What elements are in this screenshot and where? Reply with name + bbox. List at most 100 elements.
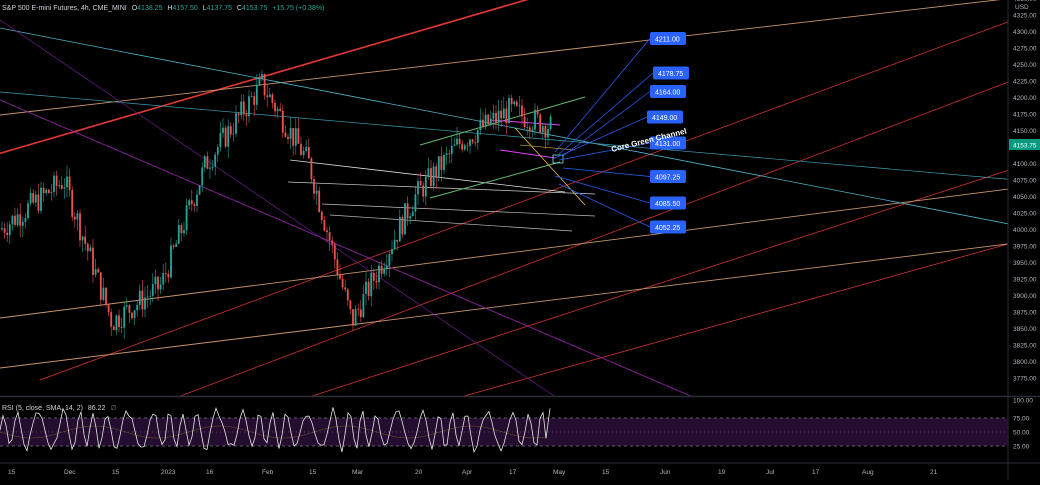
target-connector bbox=[562, 91, 651, 157]
candle bbox=[219, 121, 222, 152]
candle bbox=[222, 118, 224, 138]
price-axis[interactable]: 4350.00 4325.00 4300.00 4275.00 4250.00 4225.… bbox=[1013, 0, 1037, 383]
candle bbox=[500, 100, 503, 127]
candle-series[interactable] bbox=[1, 69, 552, 339]
price-target-tag[interactable]: 4131.00 bbox=[650, 136, 686, 150]
price-target-tag[interactable]: 4211.00 bbox=[650, 32, 686, 45]
rsi-pane[interactable] bbox=[0, 406, 1008, 454]
price-tick: 4275.00 bbox=[1013, 46, 1037, 53]
candle bbox=[515, 100, 518, 108]
candle bbox=[34, 190, 37, 207]
candle bbox=[357, 303, 360, 317]
candle bbox=[396, 239, 399, 251]
candle bbox=[89, 244, 92, 252]
price-target-label: 4052.25 bbox=[655, 225, 680, 232]
purple-trendline[interactable] bbox=[0, 19, 560, 400]
candle bbox=[450, 136, 453, 163]
orange-trendline[interactable] bbox=[0, 185, 1040, 319]
time-tick: 17 bbox=[509, 469, 517, 476]
candle bbox=[378, 261, 380, 290]
candle bbox=[297, 117, 300, 145]
purple-trendline[interactable] bbox=[0, 99, 700, 400]
price-tick: 4075.00 bbox=[1013, 178, 1037, 185]
candle bbox=[105, 287, 107, 308]
magenta-line[interactable] bbox=[499, 149, 556, 159]
candle bbox=[8, 220, 11, 245]
candle bbox=[461, 139, 464, 153]
candle bbox=[276, 106, 279, 119]
candle bbox=[214, 151, 217, 176]
price-target-tag[interactable]: 4052.25 bbox=[650, 220, 686, 234]
candle bbox=[45, 188, 48, 196]
white-channel-line[interactable] bbox=[321, 203, 596, 217]
candle bbox=[151, 273, 154, 303]
candle bbox=[102, 277, 105, 302]
white-channel-line[interactable] bbox=[329, 214, 573, 232]
candle bbox=[125, 297, 128, 310]
candle bbox=[279, 102, 282, 112]
last-price-value: 4153.75 bbox=[1013, 143, 1037, 150]
orange-trendline[interactable] bbox=[0, 240, 1040, 369]
candle bbox=[32, 189, 35, 205]
candle bbox=[466, 142, 469, 152]
price-target-layer[interactable]: 4211.00 4178.75 4164.00 4149.00 4131.00 4097.… bbox=[554, 32, 689, 234]
red-trendline[interactable] bbox=[0, 0, 560, 165]
candle bbox=[71, 186, 74, 222]
yellow-line[interactable] bbox=[514, 127, 586, 206]
candle bbox=[281, 104, 284, 138]
candle bbox=[302, 146, 305, 159]
candle bbox=[84, 226, 87, 251]
yellow-line[interactable] bbox=[519, 144, 576, 151]
red-trendline[interactable] bbox=[170, 70, 1040, 400]
symbol-header: S&P 500 E-mini Futures, 4h, CME_MINI O41… bbox=[2, 5, 324, 12]
green-channel-line[interactable] bbox=[429, 161, 561, 199]
rsi-axis[interactable]: 100.00 75.00 50.00 25.00 bbox=[1013, 398, 1033, 451]
candle bbox=[203, 154, 206, 173]
high-label: H bbox=[167, 5, 172, 12]
time-tick: 15 bbox=[309, 469, 317, 476]
price-tick: 4100.00 bbox=[1013, 161, 1037, 168]
candle bbox=[411, 205, 414, 217]
candle bbox=[341, 273, 344, 291]
candle bbox=[440, 146, 443, 182]
white-channel-line[interactable] bbox=[287, 181, 596, 195]
candle bbox=[349, 299, 352, 314]
time-tick: 15 bbox=[112, 469, 120, 476]
price-target-tag[interactable]: 4085.50 bbox=[650, 196, 686, 210]
orange-trendline[interactable] bbox=[0, 0, 1040, 116]
cyan-trendline[interactable] bbox=[0, 27, 1040, 230]
red-trendline[interactable] bbox=[300, 160, 1040, 400]
candle bbox=[430, 160, 432, 190]
cyan-trendline[interactable] bbox=[0, 91, 1040, 182]
candle bbox=[261, 69, 263, 82]
price-target-label: 4097.25 bbox=[655, 175, 680, 182]
red-trendline[interactable] bbox=[450, 235, 1040, 400]
price-target-label: 4178.75 bbox=[658, 71, 683, 78]
red-trendline[interactable] bbox=[39, 10, 1040, 381]
candle bbox=[354, 304, 357, 326]
candle bbox=[81, 235, 84, 253]
price-target-tag[interactable]: 4178.75 bbox=[653, 66, 689, 80]
candle bbox=[547, 124, 549, 146]
rsi-tick: 25.00 bbox=[1013, 444, 1030, 451]
candle bbox=[417, 177, 419, 205]
candle bbox=[476, 129, 479, 150]
candle bbox=[141, 279, 144, 318]
price-target-tag[interactable]: 4164.00 bbox=[650, 85, 686, 98]
rsi-tick: 100.00 bbox=[1013, 398, 1033, 405]
candle bbox=[120, 318, 123, 334]
open-label: O bbox=[132, 5, 138, 12]
candle bbox=[320, 210, 323, 224]
price-target-tag[interactable]: 4149.00 bbox=[647, 110, 683, 124]
currency-label: USD bbox=[1015, 4, 1029, 11]
target-connector bbox=[562, 167, 651, 177]
price-target-tag[interactable]: 4097.25 bbox=[650, 170, 686, 183]
time-axis[interactable]: 15 Dec 15 2023 16 Feb 15 Mar 20 Apr 17 May 15 Jun 19 Ju… bbox=[8, 469, 938, 476]
target-connector bbox=[558, 142, 651, 161]
candle bbox=[188, 198, 191, 210]
candle bbox=[539, 113, 542, 135]
candle bbox=[307, 138, 310, 159]
candle bbox=[110, 308, 113, 337]
